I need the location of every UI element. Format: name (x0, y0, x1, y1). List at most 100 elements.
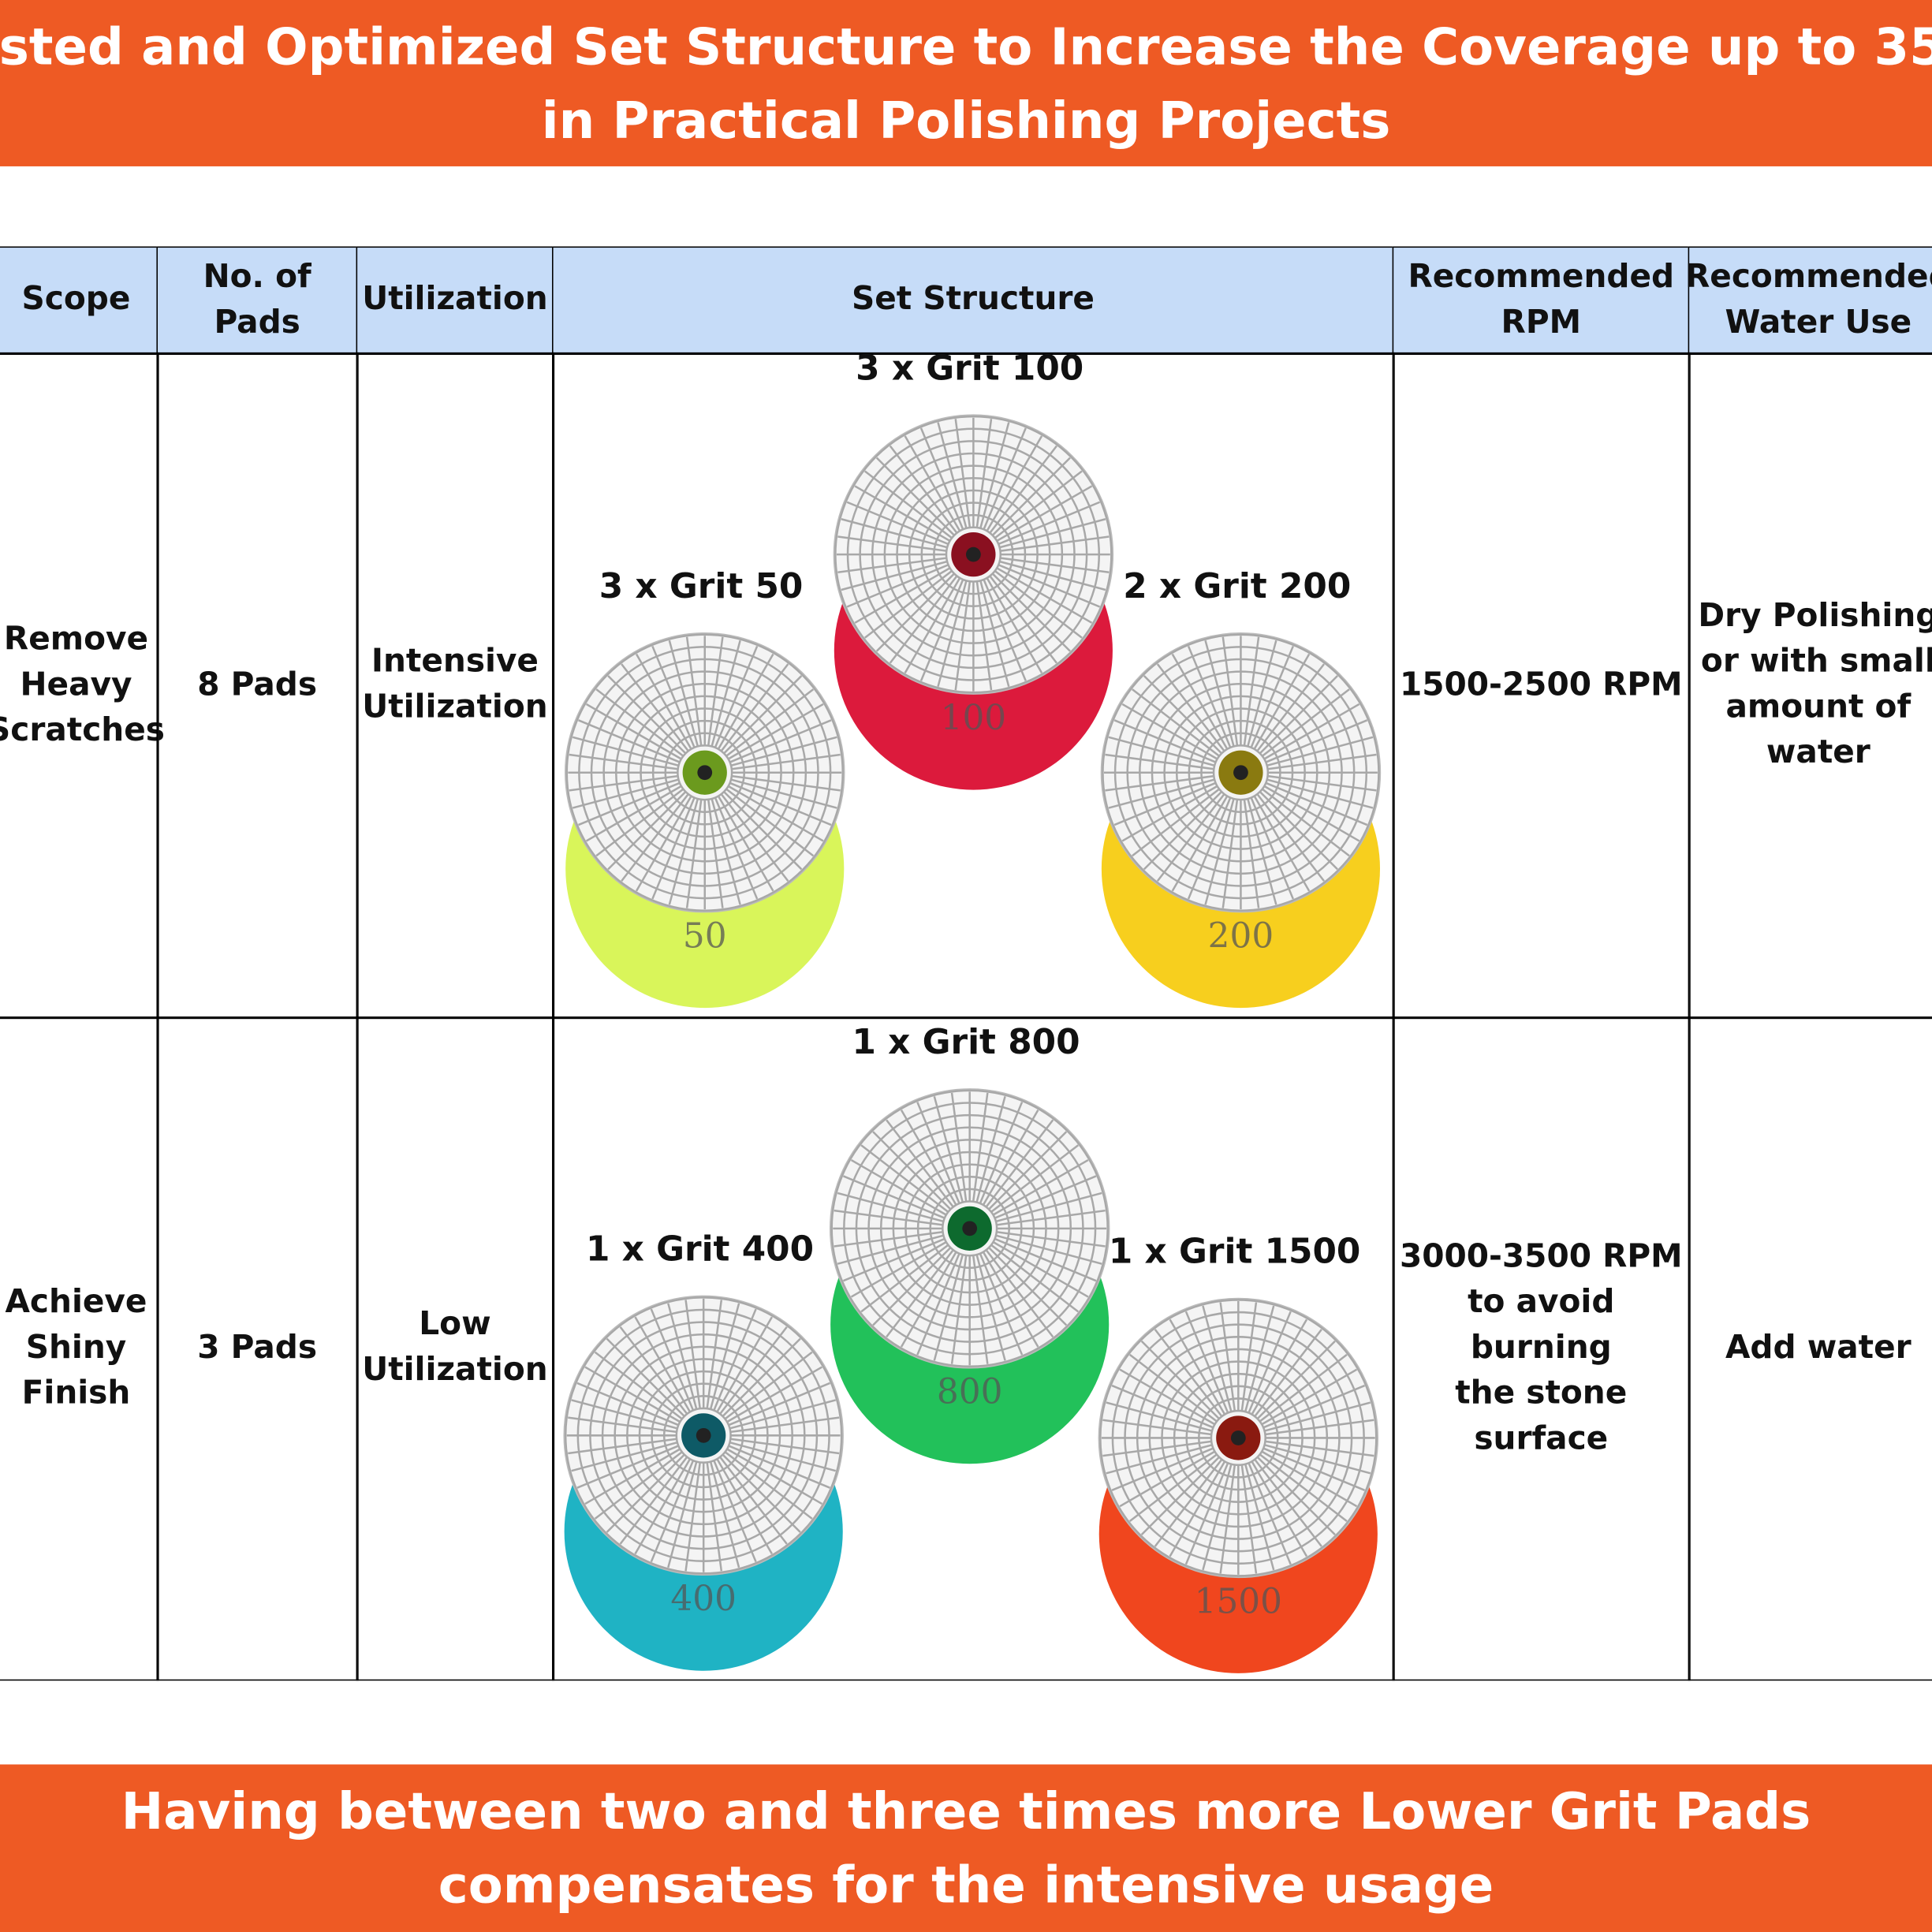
pad-groove (568, 1438, 677, 1455)
pad-groove (842, 1175, 945, 1219)
pad-groove (585, 703, 682, 760)
pad-groove (933, 1254, 964, 1361)
pad-groove (726, 1366, 823, 1423)
cell-water: Dry Polishing or with small amount of wa… (1688, 352, 1932, 1019)
pad-groove (986, 435, 1043, 531)
pad-groove (900, 1251, 957, 1348)
pad-groove (729, 781, 832, 826)
pad-groove (985, 1249, 1054, 1338)
pad-groove (707, 636, 724, 746)
pad-groove (728, 1382, 830, 1427)
pad-groove (1204, 640, 1235, 747)
pad: 800 1 x Grit 800 (829, 1022, 1110, 1464)
pad-groove (1261, 788, 1350, 857)
pad-groove (685, 799, 703, 908)
pad: 400 1 x Grit 400 (563, 1229, 844, 1671)
pad-groove (576, 1445, 679, 1489)
cell-pads: 8 Pads (156, 352, 358, 1019)
pad-groove (1250, 645, 1294, 748)
pad-groove (729, 719, 832, 763)
pad-groove (989, 445, 1057, 534)
pad-groove (954, 419, 972, 528)
pad-groove (731, 774, 841, 792)
pad-groove (725, 788, 815, 857)
column-header: Set Structure (552, 246, 1394, 355)
pad-groove (650, 1308, 695, 1412)
pad-groove (1156, 663, 1225, 752)
pad-number: 100 (941, 698, 1007, 738)
pad-groove (1171, 653, 1229, 750)
pad-groove (723, 791, 803, 871)
pad-groove (706, 1462, 723, 1572)
pad-groove (991, 457, 1071, 536)
pad-ring (834, 415, 1113, 694)
pad-groove (668, 798, 699, 905)
cell-rpm: 1500-2500 RPM (1392, 352, 1690, 1019)
pad-groove (1266, 778, 1374, 809)
pad-groove (1248, 1311, 1292, 1414)
pad-groove (837, 1234, 944, 1265)
pad-groove (994, 570, 1083, 639)
pad-groove (1265, 719, 1368, 763)
pad-groove (979, 422, 1010, 529)
cell-water: Add water (1688, 1016, 1932, 1680)
pad-number: 1500 (1195, 1581, 1282, 1621)
pad-number: 50 (683, 916, 727, 957)
pad-groove (1106, 1401, 1213, 1432)
pad-groove (979, 580, 1010, 687)
pad-groove (572, 736, 679, 766)
pad-groove (1187, 645, 1232, 748)
pad-groove (576, 1382, 679, 1427)
pad-groove (684, 1300, 701, 1409)
pad-groove (635, 653, 692, 750)
pad: 200 2 x Grit 200 (1100, 566, 1382, 1009)
pad-groove (1266, 736, 1374, 766)
pad-groove (846, 564, 949, 608)
pad-label: 2 x Grit 200 (1123, 566, 1351, 606)
pad-groove (990, 1144, 1080, 1213)
pad-groove (667, 1303, 698, 1410)
pad-groove (998, 564, 1101, 608)
pad-groove (864, 470, 953, 539)
pad-groove (1267, 753, 1377, 770)
pad-groove (651, 796, 696, 900)
pad-groove (730, 1438, 840, 1455)
pad-groove (872, 1247, 952, 1326)
pad-groove (1250, 796, 1294, 900)
pad: 1500 1 x Grit 1500 (1098, 1232, 1379, 1673)
pad-groove (988, 1131, 1068, 1210)
pad-groove (904, 435, 961, 531)
pad: 50 3 x Grit 50 (565, 566, 845, 1009)
pad-groove (725, 688, 815, 757)
pad-groove (996, 485, 1093, 543)
pad-groove (1256, 663, 1326, 752)
pad-groove (719, 1326, 788, 1415)
pad-groove (886, 1249, 954, 1338)
pad-hole (1233, 765, 1248, 781)
pad-groove (998, 501, 1101, 546)
cell-scope: Remove Heavy Scratches (0, 352, 165, 1019)
pad-groove (872, 1131, 952, 1210)
pad-groove (999, 518, 1106, 549)
pad-groove (709, 1461, 740, 1568)
pad-groove (999, 560, 1106, 591)
pad-groove (1204, 798, 1235, 905)
pad-groove (860, 1244, 949, 1313)
pad-groove (711, 640, 741, 747)
pad-groove (568, 1416, 677, 1434)
pad-groove (1000, 557, 1110, 574)
pad-groove (1265, 781, 1368, 826)
pad-hole (1230, 1430, 1246, 1445)
footer-text: Having between two and three times more … (0, 1764, 1932, 1932)
pad-groove (1247, 798, 1277, 905)
pad-groove (1265, 1419, 1374, 1436)
pad-groove (1113, 781, 1217, 826)
pad-groove (585, 785, 682, 842)
header-title: Tested and Optimized Set Structure to In… (0, 0, 1932, 166)
pad-groove (979, 1102, 1024, 1204)
pad-groove (634, 1316, 692, 1413)
pad-groove (837, 535, 947, 552)
pad-groove (1171, 795, 1229, 892)
column-header: Scope (0, 246, 159, 355)
pad-groove (1251, 1318, 1308, 1415)
